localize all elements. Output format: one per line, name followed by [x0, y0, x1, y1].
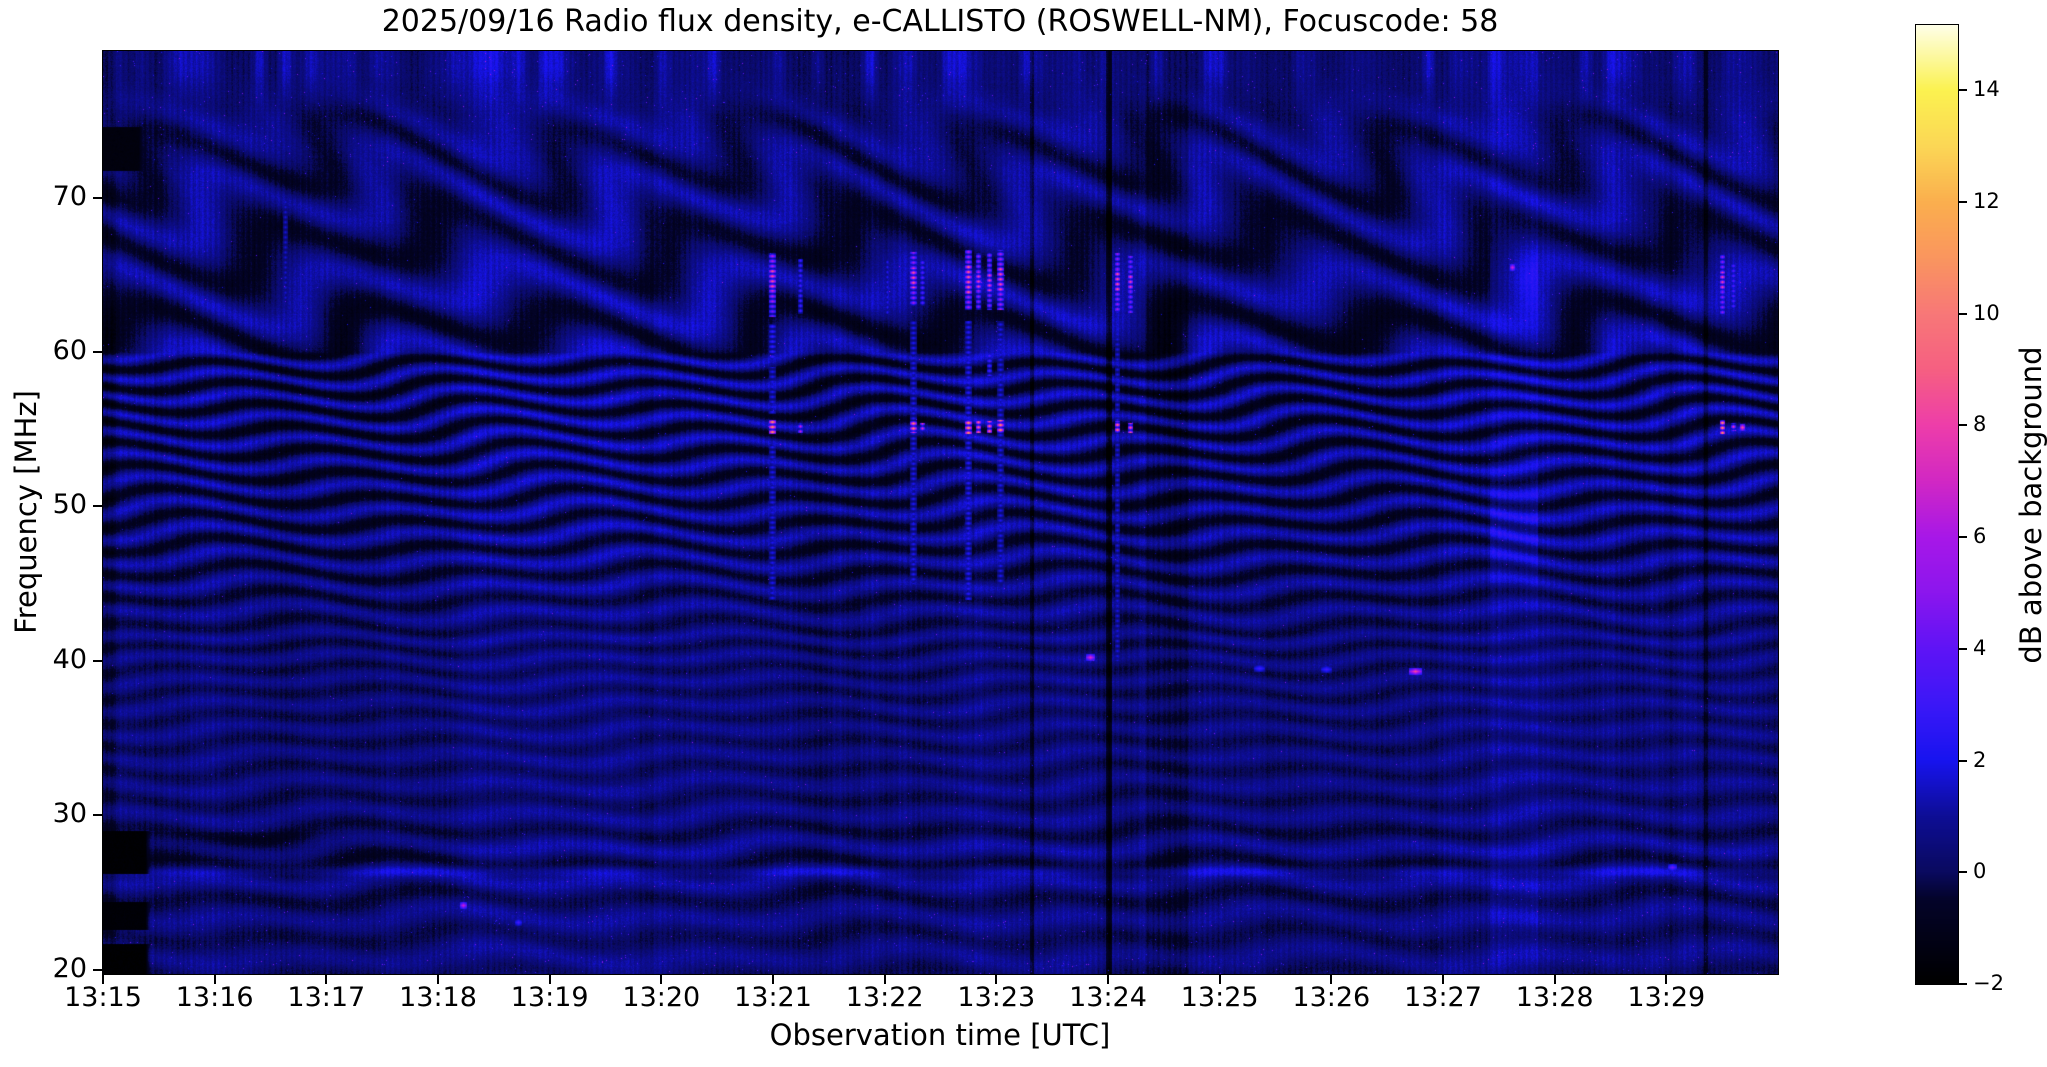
colorbar-tick-label: 10: [1973, 300, 2000, 325]
y-tick-mark: [93, 196, 103, 199]
colorbar-label: dB above background: [2014, 346, 2047, 664]
x-tick-label: 13:17: [287, 982, 366, 1013]
x-tick-label: 13:24: [1069, 982, 1147, 1013]
x-tick-mark: [772, 974, 774, 984]
x-tick-mark: [995, 974, 998, 984]
x-tick-label: 13:26: [1292, 982, 1371, 1013]
x-tick-mark: [660, 974, 663, 984]
colorbar-tick-mark: [1959, 312, 1967, 315]
y-tick-mark: [93, 659, 103, 662]
x-tick-label: 13:15: [64, 982, 142, 1013]
colorbar-tick-label: 0: [1973, 859, 1987, 884]
y-tick-mark: [93, 814, 103, 817]
x-tick-label: 13:22: [845, 982, 924, 1013]
colorbar-tick-label: 6: [1973, 524, 1987, 549]
x-tick-label: 13:18: [399, 982, 477, 1013]
x-tick-mark: [437, 974, 439, 984]
x-tick-label: 13:28: [1515, 982, 1594, 1013]
colorbar-tick-mark: [1959, 983, 1967, 985]
colorbar-tick-mark: [1959, 424, 1967, 427]
spectrogram-canvas: [103, 51, 1778, 974]
x-tick-label: 13:25: [1180, 982, 1259, 1013]
y-axis-label: Frequency [MHz]: [9, 390, 43, 634]
y-tick-label: 60: [52, 335, 87, 367]
x-tick-mark: [883, 974, 886, 984]
y-tick-mark: [93, 505, 103, 508]
colorbar-tick-mark: [1959, 89, 1967, 92]
y-tick-mark: [93, 351, 103, 354]
colorbar-canvas: [1916, 25, 1958, 984]
x-tick-mark: [1218, 974, 1221, 984]
x-tick-label: 13:27: [1404, 982, 1482, 1013]
colorbar-tick-mark: [1959, 201, 1967, 204]
colorbar-tick-mark: [1959, 759, 1967, 762]
x-tick-mark: [1330, 974, 1333, 984]
colorbar-tick-label: 14: [1973, 77, 2000, 102]
x-tick-mark: [1553, 974, 1556, 984]
x-tick-label: 13:16: [175, 982, 254, 1013]
x-tick-mark: [325, 974, 328, 984]
colorbar-tick-label: 12: [1973, 189, 2000, 214]
x-tick-label: 13:23: [957, 982, 1036, 1013]
x-tick-mark: [213, 974, 216, 984]
x-tick-label: 13:20: [622, 982, 701, 1013]
colorbar-tick-mark: [1959, 647, 1967, 650]
x-tick-label: 13:21: [734, 982, 812, 1013]
colorbar-tick-mark: [1959, 536, 1967, 539]
y-tick-label: 20: [52, 952, 87, 984]
colorbar-frame: [1915, 24, 1959, 985]
y-tick-label: 40: [52, 643, 87, 675]
x-tick-label: 13:19: [510, 982, 589, 1013]
x-tick-mark: [1107, 974, 1109, 984]
x-tick-mark: [1665, 974, 1668, 984]
colorbar-tick-label: 8: [1973, 412, 1987, 437]
y-tick-label: 70: [52, 180, 87, 212]
colorbar-tick-label: −2: [1973, 971, 2004, 995]
x-tick-label: 13:29: [1627, 982, 1706, 1013]
y-tick-mark: [93, 968, 103, 971]
x-tick-mark: [1442, 974, 1444, 984]
y-tick-label: 30: [52, 798, 87, 830]
y-tick-label: 50: [52, 489, 87, 521]
plot-frame: [102, 50, 1779, 975]
x-tick-mark: [548, 974, 551, 984]
colorbar-tick-label: 4: [1973, 635, 1987, 660]
x-axis-label: Observation time [UTC]: [769, 1018, 1111, 1052]
chart-title: 2025/09/16 Radio flux density, e-CALLIST…: [381, 4, 1499, 39]
colorbar-tick-label: 2: [1973, 747, 1987, 772]
colorbar-tick-mark: [1959, 871, 1967, 874]
x-tick-mark: [102, 974, 104, 984]
